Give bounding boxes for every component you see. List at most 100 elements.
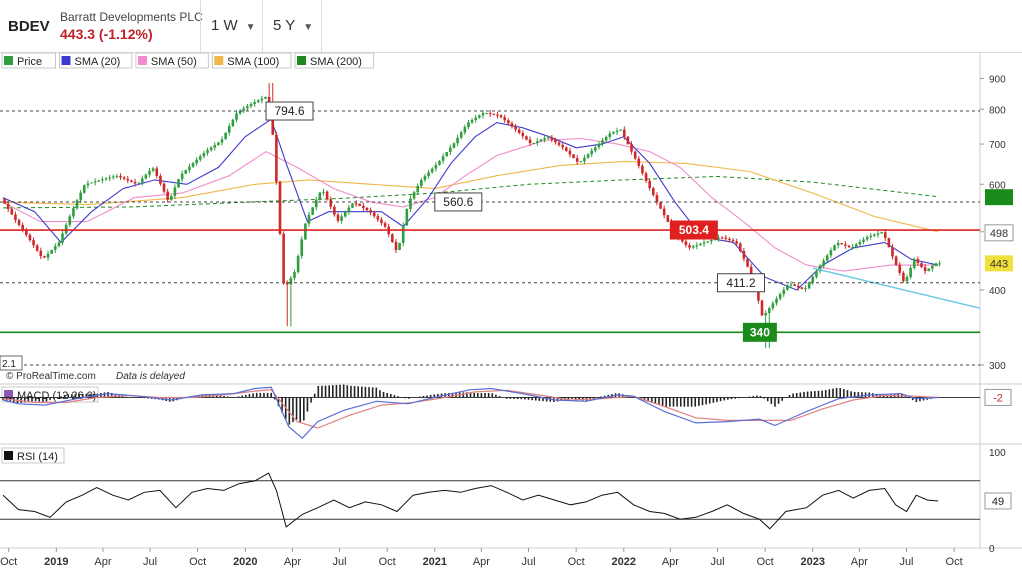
candle xyxy=(347,204,351,216)
candle xyxy=(340,213,343,224)
candle-body xyxy=(325,191,329,200)
candle-body xyxy=(557,142,561,145)
candle xyxy=(82,184,86,194)
candle-body xyxy=(470,119,474,123)
x-tick-label: Jul xyxy=(899,556,913,568)
candle-body xyxy=(807,282,811,289)
candle-body xyxy=(876,233,880,235)
candle-body xyxy=(923,267,927,272)
candle-body xyxy=(800,287,804,289)
interval-dropdown[interactable]: 1 W ▼ xyxy=(200,0,262,52)
candle-body xyxy=(771,303,775,309)
candle-body xyxy=(594,147,597,151)
candle xyxy=(256,99,260,104)
candle-body xyxy=(749,266,753,275)
candle xyxy=(32,237,35,248)
candle-body xyxy=(333,206,336,215)
candle xyxy=(151,166,155,173)
chart[interactable]: Price SMA (20) SMA (50) SMA (100) SMA (200) 9… xyxy=(0,52,1022,570)
candle xyxy=(231,118,235,127)
candle-body xyxy=(644,173,648,181)
candle-body xyxy=(383,223,387,227)
candle-body xyxy=(655,195,659,203)
candle xyxy=(481,110,485,119)
candle-body xyxy=(793,284,796,286)
candle xyxy=(840,243,844,245)
candle-body xyxy=(10,209,14,215)
candle-body xyxy=(271,109,275,135)
legend-swatch xyxy=(214,56,224,65)
candle-body xyxy=(565,147,568,151)
candle xyxy=(275,131,278,185)
x-tick-label: Apr xyxy=(851,556,868,568)
candle-body xyxy=(343,212,347,217)
macd-title-swatch xyxy=(4,390,13,399)
candle xyxy=(307,211,311,227)
candle-body xyxy=(474,117,478,120)
range-dropdown[interactable]: 5 Y ▼ xyxy=(262,0,322,52)
candle-body xyxy=(648,180,651,189)
candle-body xyxy=(148,170,151,175)
candle-body xyxy=(612,132,615,134)
candle-body xyxy=(880,232,883,234)
candle xyxy=(39,247,43,260)
candle-body xyxy=(854,244,858,247)
candle xyxy=(894,255,898,266)
candle-body xyxy=(130,180,133,182)
legend-box xyxy=(211,52,292,69)
candle-body xyxy=(539,139,543,142)
candle xyxy=(217,141,220,146)
level-label: 340 xyxy=(742,322,777,342)
copyright-text: © ProRealTime.com xyxy=(6,371,96,382)
candle xyxy=(623,126,626,140)
price-axis-tag-text: 443 xyxy=(990,258,1008,270)
candle xyxy=(608,130,612,140)
candle xyxy=(485,112,488,115)
candle-body xyxy=(550,137,554,140)
candle-body xyxy=(282,233,285,283)
candle-body xyxy=(311,207,314,215)
candle-body xyxy=(53,246,57,250)
candle xyxy=(760,299,764,317)
candle-body xyxy=(626,136,630,145)
price-tick-label: 900 xyxy=(989,75,1006,86)
candle-body xyxy=(159,175,162,184)
header: BDEV Barratt Developments PLC 443.3 (-1.… xyxy=(0,0,1022,53)
candle xyxy=(227,123,231,136)
candle-body xyxy=(485,113,488,115)
legend-box xyxy=(1,52,56,69)
candle xyxy=(800,286,804,290)
legend-label: SMA (20) xyxy=(75,56,121,68)
candle xyxy=(35,244,39,252)
macd-value-tag-text: -2 xyxy=(993,392,1003,404)
candle-body xyxy=(108,177,111,179)
candle xyxy=(198,154,202,162)
candle xyxy=(46,250,50,261)
candle-body xyxy=(401,225,405,243)
candle-body xyxy=(496,114,499,116)
candle-body xyxy=(514,126,517,130)
candle-body xyxy=(615,130,619,133)
candle-body xyxy=(354,203,358,205)
candle-body xyxy=(434,164,438,169)
candle-body xyxy=(931,265,934,269)
macd-value-tag-box xyxy=(984,388,1012,406)
level-label-box xyxy=(669,220,718,240)
candle-body xyxy=(249,104,253,107)
candle-body xyxy=(166,191,169,200)
candle-body xyxy=(398,242,401,251)
candle-body xyxy=(351,203,354,208)
range-label: 5 Y xyxy=(273,17,296,34)
x-tick-label: Jul xyxy=(521,556,535,568)
candle xyxy=(24,227,28,238)
candle xyxy=(880,231,883,234)
candle-body xyxy=(46,253,50,258)
candle-body xyxy=(532,142,535,144)
candle-body xyxy=(126,178,130,181)
candle xyxy=(738,242,742,253)
candle xyxy=(235,110,238,123)
candle xyxy=(644,171,648,183)
candle xyxy=(517,128,521,135)
candle-body xyxy=(525,136,528,140)
candle-body xyxy=(833,245,836,251)
